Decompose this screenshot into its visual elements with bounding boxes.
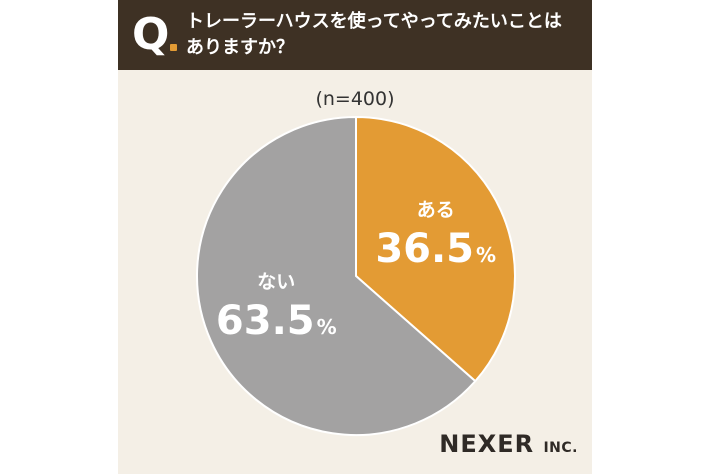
pie-slice-0 (355, 115, 516, 383)
pie-chart: ある 36.5 % ない 63.5% (196, 115, 516, 436)
survey-card: Q トレーラーハウスを使ってやってみたいことは ありますか？ (n=400) あ… (118, 0, 592, 474)
brand-logo: NEXER INC. (439, 430, 578, 458)
slice-category-label: ある (417, 199, 455, 221)
brand-suffix: INC. (543, 440, 578, 456)
question-dot (170, 44, 177, 51)
slice-value-label: 63.5% (216, 298, 337, 344)
pie-slice-1 (196, 115, 477, 436)
slice-value-label: 36.5% (375, 226, 496, 272)
brand-name: NEXER (439, 430, 535, 458)
question-mark: Q (132, 9, 170, 60)
question-header: Q トレーラーハウスを使ってやってみたいことは ありますか？ (118, 0, 592, 70)
sample-size-label: (n=400) (315, 88, 395, 110)
slice-category-label: ない (257, 271, 295, 293)
question-text: トレーラーハウスを使ってやってみたいことは ありますか？ (186, 11, 562, 58)
